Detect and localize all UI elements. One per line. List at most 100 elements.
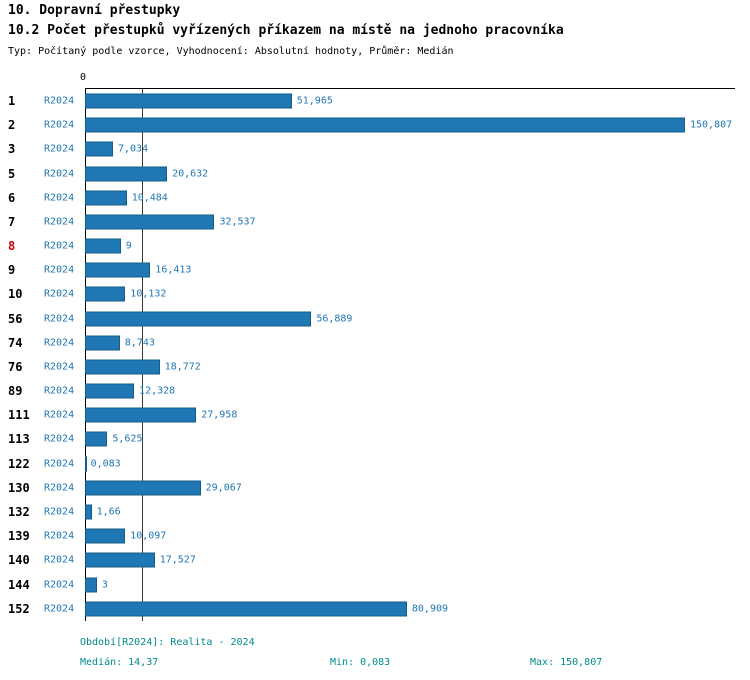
series-label: R2024 xyxy=(44,385,75,397)
bar-row: 130 R2024 29,067 xyxy=(0,476,750,500)
bar-row: 132 R2024 1,66 xyxy=(0,500,750,524)
series-label: R2024 xyxy=(44,264,75,276)
value-label: 10,484 xyxy=(131,192,168,204)
value-label: 7,034 xyxy=(117,143,149,155)
series-label: R2024 xyxy=(44,603,75,615)
bar-row: 89 R2024 12,328 xyxy=(0,379,750,403)
value-label: 12,328 xyxy=(139,385,176,397)
value-label: 18,772 xyxy=(164,361,201,373)
category-label: 89 xyxy=(8,384,23,399)
category-label: 144 xyxy=(8,577,30,592)
bar xyxy=(85,190,127,206)
series-label: R2024 xyxy=(44,240,75,252)
category-label: 8 xyxy=(8,239,16,254)
bar-row: 144 R2024 3 xyxy=(0,572,750,596)
category-label: 76 xyxy=(8,359,23,374)
series-label: R2024 xyxy=(44,506,75,518)
bar xyxy=(85,166,168,182)
category-label: 6 xyxy=(8,190,16,205)
bar-row: 111 R2024 27,958 xyxy=(0,403,750,427)
bar-row: 74 R2024 8,743 xyxy=(0,331,750,355)
bar xyxy=(85,286,126,302)
max-stat: Max: 150,807 xyxy=(530,657,603,668)
category-label: 9 xyxy=(8,263,16,278)
bar xyxy=(85,456,87,472)
category-label: 7 xyxy=(8,214,16,229)
bar-row: 76 R2024 18,772 xyxy=(0,355,750,379)
chart-subtitle: 10.2 Počet přestupků vyřízených příkazem… xyxy=(8,23,564,38)
category-label: 132 xyxy=(8,505,30,519)
series-label: R2024 xyxy=(44,409,75,421)
bar-row: 6 R2024 10,484 xyxy=(0,186,750,210)
series-label: R2024 xyxy=(44,337,75,349)
category-label: 3 xyxy=(8,142,16,157)
series-label: R2024 xyxy=(44,95,75,107)
bar-row: 9 R2024 16,413 xyxy=(0,258,750,282)
bar-row: 56 R2024 56,889 xyxy=(0,307,750,331)
series-label: R2024 xyxy=(44,530,75,542)
category-label: 111 xyxy=(8,408,30,423)
series-label: R2024 xyxy=(44,433,75,445)
period-label: Období[R2024]: Realita - 2024 xyxy=(80,637,255,648)
value-label: 20,632 xyxy=(172,168,209,180)
category-label: 1 xyxy=(8,94,16,109)
bar xyxy=(85,262,151,278)
bar-row: 10 R2024 10,132 xyxy=(0,282,750,306)
bar-row: 139 R2024 10,097 xyxy=(0,524,750,548)
bar xyxy=(85,552,155,568)
value-label: 3 xyxy=(101,579,108,591)
series-label: R2024 xyxy=(44,554,75,566)
category-label: 122 xyxy=(8,456,30,471)
value-label: 56,889 xyxy=(316,313,353,325)
axis-zero-tick-label: 0 xyxy=(80,72,87,83)
category-label: 10 xyxy=(8,287,23,302)
series-label: R2024 xyxy=(44,192,75,204)
series-label: R2024 xyxy=(44,143,75,155)
value-label: 1,66 xyxy=(96,506,121,518)
value-label: 0,083 xyxy=(90,458,121,470)
bar xyxy=(85,383,135,399)
bar-row: 8 R2024 9 xyxy=(0,234,750,258)
category-label: 152 xyxy=(8,601,30,616)
bar-row: 5 R2024 20,632 xyxy=(0,162,750,186)
bar-row: 122 R2024 0,083 xyxy=(0,452,750,476)
value-label: 150,807 xyxy=(690,119,733,131)
value-label: 5,625 xyxy=(112,433,143,445)
category-label: 5 xyxy=(8,166,16,181)
value-label: 9 xyxy=(125,240,132,252)
value-label: 16,413 xyxy=(155,264,192,276)
bar xyxy=(85,431,108,447)
value-label: 27,958 xyxy=(201,409,238,421)
chart-title: 10. Dopravní přestupky xyxy=(8,3,181,18)
bar xyxy=(85,407,197,423)
value-label: 51,965 xyxy=(296,95,333,107)
bar xyxy=(85,311,312,327)
bar-row: 152 R2024 80,909 xyxy=(0,597,750,621)
value-label: 80,909 xyxy=(411,603,449,615)
category-label: 2 xyxy=(8,118,16,133)
category-label: 56 xyxy=(8,311,23,326)
bar-rows: 1 R2024 51,965 2 R2024 150,807 3 R2024 7,034 5 R20… xyxy=(0,89,750,621)
axis-top-line xyxy=(85,88,735,89)
value-label: 10,097 xyxy=(130,530,167,542)
bar xyxy=(85,601,407,617)
chart-meta-line: Typ: Počítaný podle vzorce, Vyhodnocení:… xyxy=(8,46,454,57)
bar-row: 140 R2024 17,527 xyxy=(0,548,750,572)
bar-row: 2 R2024 150,807 xyxy=(0,113,750,137)
bar xyxy=(85,93,292,109)
bar xyxy=(85,335,120,351)
bar-row: 3 R2024 7,034 xyxy=(0,137,750,161)
value-label: 10,132 xyxy=(130,288,167,300)
series-label: R2024 xyxy=(44,313,75,325)
value-label: 29,067 xyxy=(205,482,242,494)
series-label: R2024 xyxy=(44,579,75,591)
bar xyxy=(85,141,113,157)
category-label: 139 xyxy=(8,529,30,544)
series-label: R2024 xyxy=(44,482,75,494)
axis-left-line xyxy=(85,88,86,621)
series-label: R2024 xyxy=(44,361,75,373)
bar xyxy=(85,238,121,254)
value-label: 8,743 xyxy=(124,337,155,349)
bar xyxy=(85,359,160,375)
value-label: 32,537 xyxy=(219,216,256,228)
